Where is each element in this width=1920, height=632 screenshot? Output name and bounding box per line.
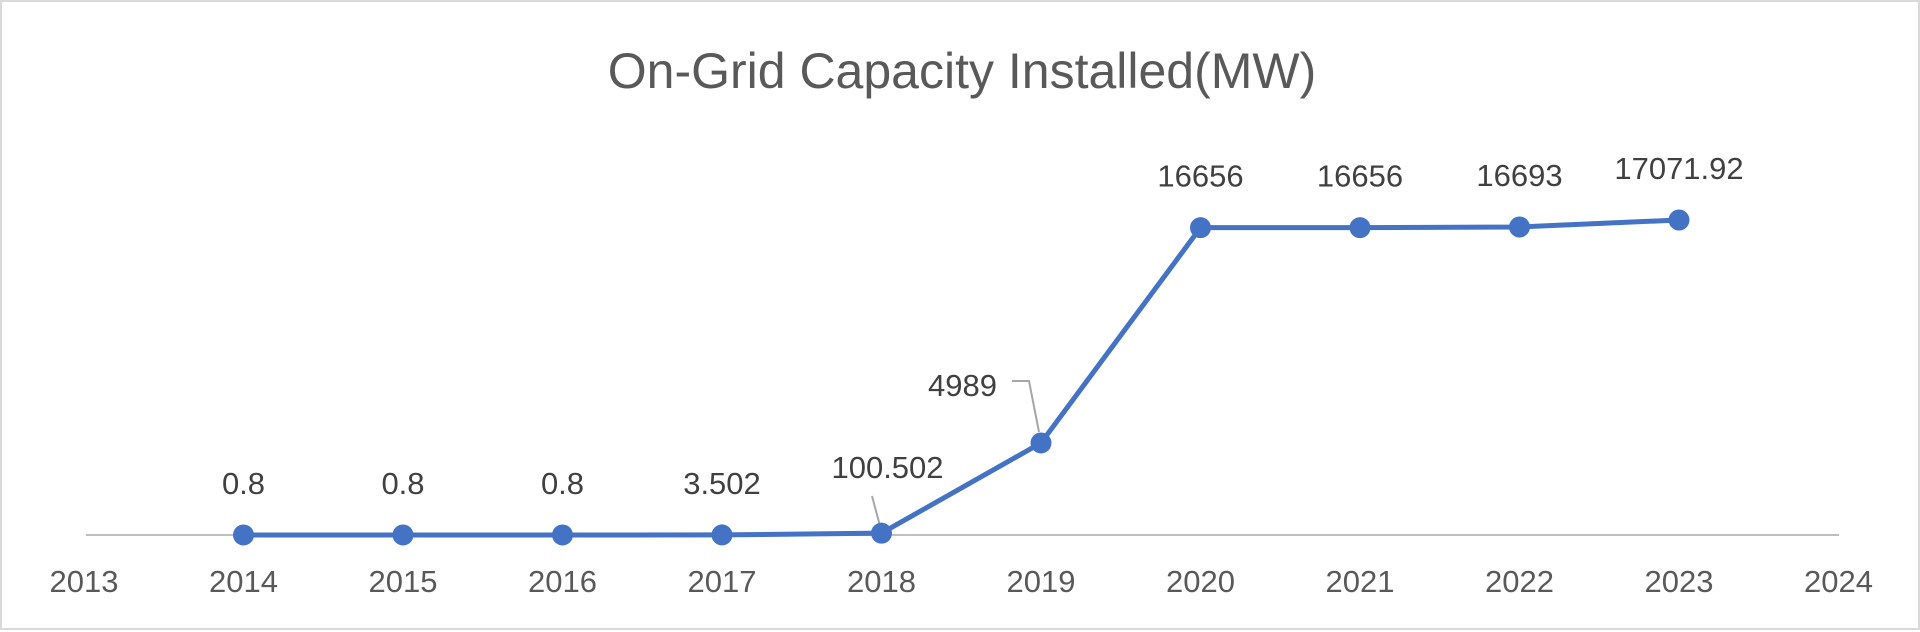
data-point-2023 — [1668, 209, 1690, 231]
data-point-2015 — [392, 524, 414, 546]
data-point-2014 — [233, 524, 254, 546]
x-tick-label-2021: 2021 — [1326, 564, 1395, 599]
data-points — [233, 209, 1690, 546]
data-point-2019 — [1030, 432, 1052, 454]
data-label-2015: 0.8 — [381, 466, 424, 501]
data-point-2016 — [552, 524, 573, 546]
x-tick-label-2016: 2016 — [528, 564, 597, 599]
x-tick-label-2013: 2013 — [50, 564, 119, 599]
data-labels: 0.8 0.8 0.8 3.502 100.502 4989 16656 16656 16693… — [222, 151, 1744, 501]
data-label-2020: 16656 — [1157, 159, 1243, 194]
data-point-2020 — [1190, 217, 1211, 239]
x-axis-tick-labels: 2013 2014 2015 2016 2017 2018 2019 2020 2021 2022… — [50, 564, 1873, 599]
x-tick-label-2022: 2022 — [1485, 564, 1554, 599]
x-tick-label-2024: 2024 — [1804, 564, 1873, 599]
leader-line-2019 — [1012, 380, 1040, 433]
data-point-2017 — [711, 524, 733, 546]
data-label-2016: 0.8 — [541, 466, 584, 501]
x-tick-label-2019: 2019 — [1007, 564, 1076, 599]
data-label-2021: 16656 — [1317, 159, 1403, 194]
chart-title: On-Grid Capacity Installed(MW) — [608, 43, 1317, 99]
data-point-2022 — [1509, 216, 1530, 238]
x-tick-label-2014: 2014 — [209, 564, 278, 599]
series-line — [243, 217, 1680, 538]
data-label-leader-lines — [871, 380, 1040, 527]
x-tick-label-2015: 2015 — [369, 564, 438, 599]
data-label-2019: 4989 — [928, 368, 997, 403]
x-tick-label-2018: 2018 — [847, 564, 916, 599]
leader-line-2018 — [871, 495, 881, 527]
data-point-2018 — [871, 522, 892, 544]
data-point-2021 — [1349, 217, 1371, 239]
data-label-2023: 17071.92 — [1614, 151, 1743, 186]
data-label-2014: 0.8 — [222, 466, 265, 501]
data-label-2018: 100.502 — [831, 450, 943, 485]
x-tick-label-2020: 2020 — [1166, 564, 1235, 599]
data-label-2022: 16693 — [1476, 158, 1562, 193]
x-tick-label-2023: 2023 — [1645, 564, 1714, 599]
x-tick-label-2017: 2017 — [688, 564, 757, 599]
data-label-2017: 3.502 — [683, 466, 761, 501]
